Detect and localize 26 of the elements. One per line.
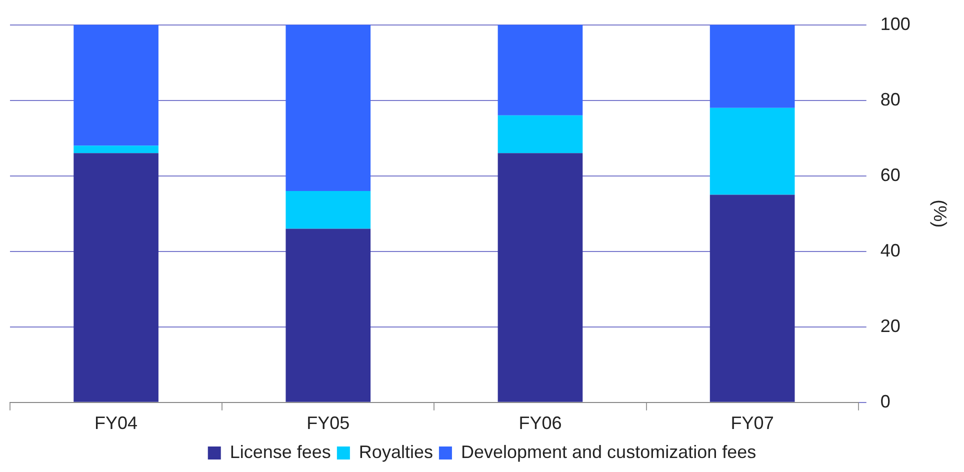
legend-label: License fees xyxy=(230,442,331,462)
y-tick-label: 80 xyxy=(880,89,900,110)
y-tick-label: 100 xyxy=(880,14,910,34)
bar xyxy=(286,24,371,191)
bar xyxy=(710,24,795,108)
legend-label: Royalties xyxy=(358,442,433,462)
y-tick-label: 60 xyxy=(880,164,900,185)
bar xyxy=(498,24,583,116)
legend-label: Development and customization fees xyxy=(460,442,756,462)
bar xyxy=(74,153,158,402)
bar xyxy=(286,190,371,229)
x-tick-label: FY04 xyxy=(94,413,138,434)
bar xyxy=(710,194,795,402)
y-tick-label: 20 xyxy=(880,316,900,336)
bar xyxy=(498,153,583,402)
x-tick-label: FY05 xyxy=(306,413,350,434)
bar xyxy=(74,24,158,146)
x-tick-label: FY06 xyxy=(518,413,562,434)
x-tick-label: FY07 xyxy=(730,413,774,434)
y-tick-label: 0 xyxy=(880,391,890,412)
y-axis-title: (%) xyxy=(930,200,950,228)
bar xyxy=(286,228,371,402)
bar xyxy=(74,146,158,154)
bar xyxy=(498,115,583,154)
bar xyxy=(710,108,795,195)
y-tick-label: 40 xyxy=(880,240,900,260)
